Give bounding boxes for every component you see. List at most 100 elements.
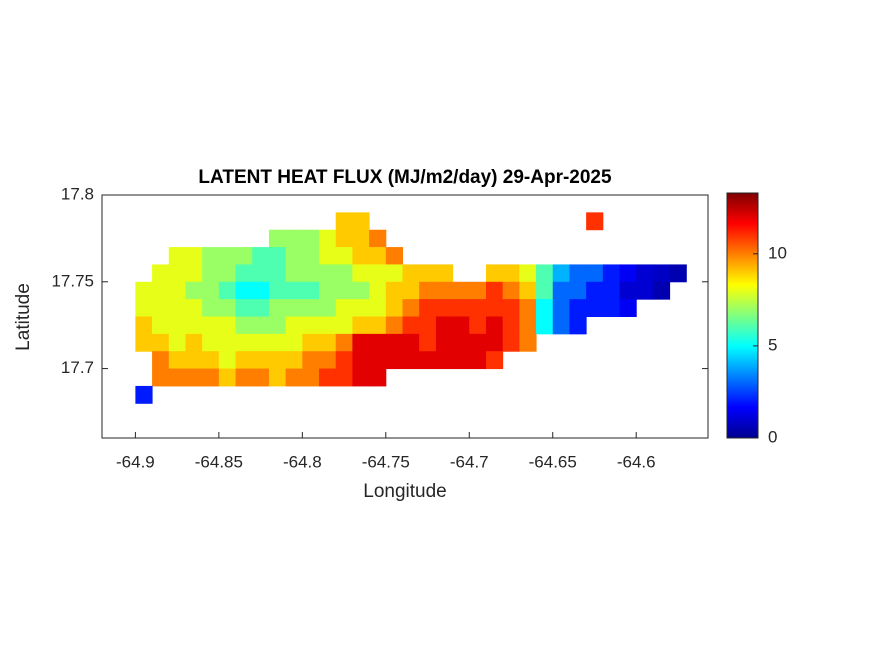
heat-cell: [202, 351, 220, 370]
heat-cell: [402, 351, 420, 370]
heat-cell: [352, 333, 370, 352]
heat-cell: [235, 333, 253, 352]
heat-cell: [268, 247, 287, 265]
colorbar: [726, 192, 759, 439]
heat-cell: [469, 281, 487, 300]
heat-cell: [335, 247, 353, 265]
heat-cell: [352, 368, 370, 387]
heat-cell: [352, 212, 370, 231]
heat-cell: [302, 351, 320, 370]
x-tick-label: -64.85: [195, 452, 243, 471]
heat-cell: [202, 264, 220, 283]
heat-cell: [252, 333, 270, 352]
heat-cell: [235, 281, 253, 300]
heat-cell: [319, 247, 337, 265]
heat-cell: [485, 281, 504, 300]
heat-cell: [268, 368, 287, 387]
heat-cell: [385, 299, 403, 317]
x-tick-label: -64.7: [450, 452, 489, 471]
y-axis-label: Latitude: [13, 283, 34, 351]
heat-cell: [369, 368, 387, 387]
heat-cell: [285, 316, 303, 335]
heat-cell: [652, 281, 671, 300]
heat-cell: [285, 281, 303, 300]
heat-cell: [152, 281, 170, 300]
heat-cell: [152, 299, 170, 317]
x-tick-label: -64.9: [116, 452, 155, 471]
heat-cell: [235, 368, 253, 387]
x-tick-label: -64.75: [362, 452, 410, 471]
heat-cell: [602, 299, 621, 317]
heat-cell: [285, 333, 303, 352]
heat-cell: [302, 247, 320, 265]
heat-cell: [252, 264, 270, 283]
heat-cell: [619, 299, 637, 317]
heat-cell: [369, 247, 387, 265]
heat-cell: [519, 316, 537, 335]
heat-cell: [302, 368, 320, 387]
heat-cell: [168, 351, 186, 370]
heat-cell: [435, 333, 454, 352]
heat-cell: [285, 299, 303, 317]
heat-cell: [268, 264, 287, 283]
heat-cell: [185, 264, 203, 283]
heat-cell: [485, 299, 504, 317]
heat-cell: [202, 368, 220, 387]
heat-cell: [202, 281, 220, 300]
heat-cell: [586, 299, 604, 317]
heat-cell: [335, 212, 353, 231]
heat-cell: [385, 316, 403, 335]
heat-cell: [319, 299, 337, 317]
heat-cell: [519, 299, 537, 317]
heat-cell: [369, 229, 387, 248]
heat-cell: [452, 351, 470, 370]
heat-cell: [152, 351, 170, 370]
heat-cell: [435, 281, 454, 300]
heat-cell: [586, 281, 604, 300]
heat-cell: [519, 281, 537, 300]
heat-cell: [369, 351, 387, 370]
heat-cell: [569, 264, 587, 283]
colorbar-tick-label: 0: [768, 427, 777, 446]
heat-cell: [419, 299, 437, 317]
heat-cell: [636, 281, 654, 300]
heatmap-cells: [135, 212, 687, 404]
heat-cell: [335, 316, 353, 335]
heat-cell: [469, 316, 487, 335]
colorbar-tick-label: 5: [768, 335, 777, 354]
heat-cell: [352, 264, 370, 283]
heat-cell: [435, 264, 454, 283]
heat-cell: [185, 351, 203, 370]
heat-cell: [335, 299, 353, 317]
heat-cell: [235, 351, 253, 370]
heat-cell: [319, 229, 337, 248]
heat-cell: [335, 264, 353, 283]
heat-cell: [285, 229, 303, 248]
heat-cell: [469, 333, 487, 352]
x-tick-label: -64.8: [283, 452, 322, 471]
heat-cell: [569, 299, 587, 317]
colorbar-tick-label: 10: [768, 243, 787, 262]
heat-cell: [669, 264, 687, 283]
heat-cell: [385, 247, 403, 265]
heat-cell: [385, 333, 403, 352]
heat-cell: [369, 333, 387, 352]
heat-cell: [319, 368, 337, 387]
heat-cell: [168, 333, 186, 352]
heat-cell: [485, 316, 504, 335]
heat-cell: [452, 281, 470, 300]
heat-cell: [268, 299, 287, 317]
heat-cell: [469, 351, 487, 370]
heat-cell: [485, 351, 504, 370]
heat-cell: [185, 281, 203, 300]
heat-cell: [268, 229, 287, 248]
heat-cell: [552, 281, 570, 300]
heat-cell: [369, 281, 387, 300]
heat-cell: [502, 281, 520, 300]
heat-cell: [168, 264, 186, 283]
heat-cell: [536, 299, 554, 317]
heat-cell: [502, 264, 520, 283]
heat-cell: [452, 333, 470, 352]
heat-cell: [352, 229, 370, 248]
heat-cell: [536, 281, 554, 300]
